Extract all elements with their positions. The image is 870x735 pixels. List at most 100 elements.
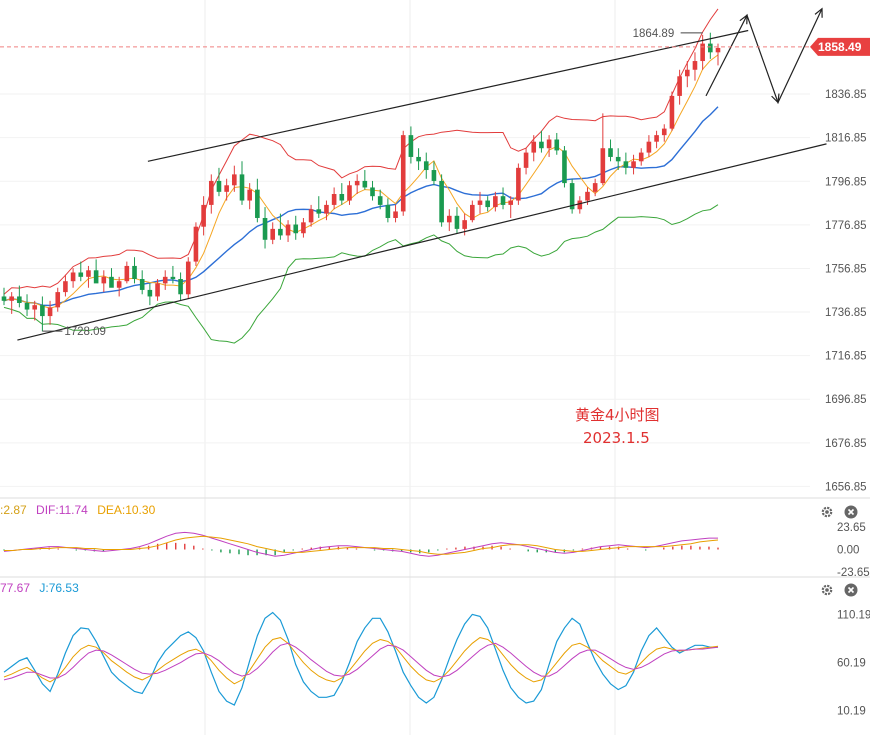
- candle: [331, 194, 337, 205]
- price-tick-label: 1696.85: [825, 394, 867, 406]
- candle: [646, 141, 652, 153]
- candle: [370, 187, 375, 197]
- candle: [708, 43, 713, 53]
- candle: [608, 148, 613, 157]
- candle: [308, 209, 314, 223]
- price-tick-label: 1716.85: [825, 351, 867, 363]
- candle: [32, 305, 38, 310]
- kdj-label-j: J:76.53: [39, 581, 79, 595]
- price-tick-label: 1816.85: [825, 133, 867, 145]
- candle: [347, 185, 352, 201]
- candle: [162, 276, 168, 284]
- bollinger-middle: [3, 106, 719, 307]
- candle: [592, 183, 598, 192]
- moving-average-fast: [3, 54, 719, 309]
- kdj-d-line: [3, 642, 719, 681]
- candle: [132, 265, 137, 280]
- candle: [377, 196, 383, 205]
- channel-upper-line: [147, 29, 749, 162]
- candle: [439, 180, 444, 223]
- candle: [692, 61, 698, 70]
- candle: [9, 296, 14, 301]
- projection-arrowhead: [814, 7, 823, 18]
- macd-labels: :2.87 DIF:11.74 DEA:10.30: [0, 503, 155, 517]
- candle: [508, 200, 514, 205]
- candle: [677, 76, 682, 96]
- candle: [93, 270, 99, 284]
- candle: [661, 128, 667, 136]
- macd-tick-label: 0.00: [837, 545, 859, 557]
- candle: [684, 69, 690, 77]
- candle: [423, 161, 429, 171]
- candle: [170, 276, 176, 280]
- candle: [600, 148, 606, 184]
- close-icon[interactable]: [844, 583, 858, 597]
- candle: [247, 189, 252, 201]
- candle: [577, 200, 583, 210]
- candle: [47, 307, 53, 317]
- candle: [278, 228, 283, 236]
- candle: [86, 270, 91, 277]
- candle: [416, 156, 421, 162]
- chart-annotation: 黄金4小时图 2023.1.5: [575, 406, 660, 447]
- projection-arrowhead: [771, 93, 780, 104]
- candle: [270, 228, 276, 240]
- candle: [500, 196, 506, 205]
- projection-path: [705, 8, 823, 105]
- candle: [301, 222, 306, 234]
- current-price-tag: [810, 37, 870, 56]
- price-tick-label: 1836.85: [825, 89, 867, 101]
- trend-channel: [17, 29, 827, 341]
- candle: [354, 180, 360, 186]
- kdj-k-line: [3, 637, 719, 685]
- projection-arrowhead: [739, 14, 748, 25]
- candle: [232, 174, 237, 186]
- candle: [139, 279, 145, 290]
- kdj-tick-label: 110.19: [837, 609, 870, 621]
- channel-lower-line: [17, 143, 827, 341]
- kdj-label-d: 77.67: [0, 581, 31, 595]
- candle: [239, 174, 245, 201]
- macd-dif-line: [3, 531, 718, 557]
- candle: [485, 200, 490, 208]
- candle: [70, 272, 76, 282]
- candle: [124, 265, 130, 282]
- macd-label-value: :2.87: [0, 503, 27, 517]
- candle: [101, 276, 107, 284]
- macd-panel: 23.65 0.00 -23.65: [3, 522, 870, 579]
- price-tick-label: 1656.85: [825, 481, 867, 493]
- candle: [201, 204, 206, 227]
- kdj-panel: 110.19 60.19 10.19: [3, 609, 870, 718]
- kdj-labels: 77.67 J:76.53: [0, 581, 79, 595]
- kdj-j-line: [3, 611, 718, 706]
- candle: [462, 220, 467, 229]
- candle: [178, 279, 183, 295]
- gear-icon[interactable]: [820, 583, 834, 597]
- candle: [631, 161, 636, 168]
- candle: [408, 135, 414, 157]
- candle: [562, 150, 567, 184]
- candle: [255, 189, 260, 218]
- kdj-tick-label: 10.19: [837, 706, 866, 718]
- candle: [516, 167, 521, 201]
- candle: [654, 135, 659, 142]
- candle: [362, 180, 368, 188]
- candle: [316, 209, 322, 214]
- candle: [285, 224, 291, 236]
- candle: [17, 296, 22, 303]
- candle: [546, 139, 552, 149]
- candle: [523, 152, 529, 168]
- candle: [493, 196, 498, 208]
- candle: [454, 215, 460, 229]
- macd-label-dea: DEA:10.30: [97, 503, 156, 517]
- gear-icon[interactable]: [820, 505, 834, 519]
- candle: [715, 47, 721, 53]
- close-icon[interactable]: [844, 505, 858, 519]
- candle: [623, 161, 629, 168]
- chart-title: 黄金4小时图: [575, 406, 660, 424]
- candle: [431, 170, 437, 181]
- kdj-tick-label: 60.19: [837, 657, 866, 669]
- candle: [155, 283, 160, 297]
- candle: [339, 194, 345, 201]
